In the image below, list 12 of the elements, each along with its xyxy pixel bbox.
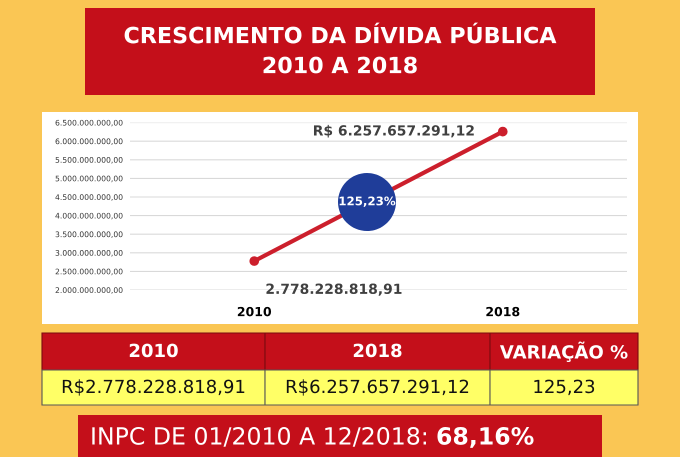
text: 2010 <box>130 344 178 358</box>
text: VARIAÇÃO % <box>500 342 628 362</box>
text: 68,16% <box>437 426 534 448</box>
text: 2.778.228.818,91 <box>266 284 402 296</box>
text: R$ 6.257.657.291,12 <box>314 124 474 138</box>
text: 125,23 <box>534 380 594 396</box>
chart-title: CRESCIMENTO DA DÍVIDA PÚBLICA 2010 A 2018 <box>124 22 556 74</box>
text: R$6.257.657.291,12 <box>286 379 468 396</box>
annotation: 125,23% <box>340 196 396 207</box>
text: INPC DE 01/2010 A 12/2018: <box>92 426 426 447</box>
text: R$2.778.228.818,91 <box>62 379 244 396</box>
text: 2018 <box>354 344 402 358</box>
